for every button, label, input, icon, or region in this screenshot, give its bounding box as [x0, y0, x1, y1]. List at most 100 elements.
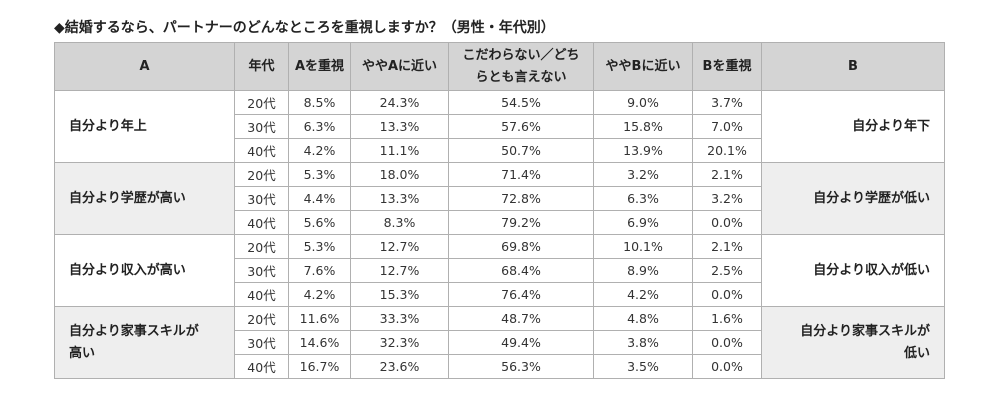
value-cell: 8.5%: [288, 90, 351, 115]
value-cell: 12.7%: [350, 258, 449, 283]
age-cell: 20代: [234, 162, 289, 187]
table-row: 自分より年上 20代 8.5% 24.3% 54.5% 9.0% 3.7% 自分…: [54, 90, 945, 163]
table-row: 30代 7.6% 12.7% 68.4% 8.9% 2.5%: [55, 258, 945, 283]
b-label: 自分より収入が低い: [761, 234, 945, 307]
table-row: 30代 4.4% 13.3% 72.8% 6.3% 3.2%: [55, 186, 945, 211]
value-cell: 54.5%: [448, 90, 594, 115]
value-cell: 14.6%: [288, 330, 351, 355]
value-cell: 8.9%: [593, 258, 693, 283]
value-cell: 3.5%: [593, 354, 693, 379]
value-cell: 2.1%: [692, 234, 762, 259]
survey-table: A 年代 Aを重視 ややAに近い こだわらない／どち らとも言えない ややBに近…: [54, 42, 945, 379]
value-cell: 56.3%: [448, 354, 594, 379]
value-cell: 50.7%: [448, 138, 594, 163]
value-cell: 9.0%: [593, 90, 693, 115]
value-cell: 0.0%: [692, 210, 762, 235]
value-cell: 16.7%: [288, 354, 351, 379]
value-cell: 20.1%: [692, 138, 762, 163]
value-cell: 23.6%: [350, 354, 449, 379]
value-cell: 6.9%: [593, 210, 693, 235]
value-cell: 18.0%: [350, 162, 449, 187]
header-b-important: Bを重視: [692, 42, 762, 91]
value-cell: 72.8%: [448, 186, 594, 211]
value-cell: 79.2%: [448, 210, 594, 235]
b-label: 自分より学歴が低い: [761, 162, 945, 235]
table-row: 30代 6.3% 13.3% 57.6% 15.8% 7.0%: [55, 114, 945, 139]
table-row: 自分より学歴が高い 20代 5.3% 18.0% 71.4% 3.2% 2.1%…: [54, 162, 945, 235]
value-cell: 5.6%: [288, 210, 351, 235]
value-cell: 7.6%: [288, 258, 351, 283]
value-cell: 4.2%: [288, 282, 351, 307]
header-neutral-line2: らとも言えない: [475, 69, 567, 85]
header-age: 年代: [234, 42, 289, 91]
table-row: 自分より収入が高い 20代 5.3% 12.7% 69.8% 10.1% 2.1…: [54, 234, 945, 307]
value-cell: 6.3%: [593, 186, 693, 211]
value-cell: 15.8%: [593, 114, 693, 139]
value-cell: 7.0%: [692, 114, 762, 139]
value-cell: 2.5%: [692, 258, 762, 283]
value-cell: 0.0%: [692, 354, 762, 379]
value-cell: 3.7%: [692, 90, 762, 115]
a-label: 自分より年上: [54, 90, 235, 163]
value-cell: 13.3%: [350, 186, 449, 211]
value-cell: 5.3%: [288, 234, 351, 259]
age-cell: 40代: [234, 138, 289, 163]
header-b: B: [761, 42, 945, 91]
table-row: 40代 4.2% 11.1% 50.7% 13.9% 20.1%: [55, 138, 945, 163]
header-a-important: Aを重視: [288, 42, 351, 91]
value-cell: 49.4%: [448, 330, 594, 355]
value-cell: 57.6%: [448, 114, 594, 139]
value-cell: 5.3%: [288, 162, 351, 187]
table-row: 自分より家事スキルが 高い 20代 11.6% 33.3% 48.7% 4.8%…: [54, 306, 945, 379]
value-cell: 1.6%: [692, 306, 762, 331]
header-neutral-line1: こだわらない／どち: [462, 47, 580, 63]
value-cell: 12.7%: [350, 234, 449, 259]
age-cell: 20代: [234, 306, 289, 331]
value-cell: 3.8%: [593, 330, 693, 355]
value-cell: 71.4%: [448, 162, 594, 187]
value-cell: 0.0%: [692, 282, 762, 307]
age-cell: 30代: [234, 186, 289, 211]
value-cell: 11.1%: [350, 138, 449, 163]
age-cell: 20代: [234, 234, 289, 259]
value-cell: 10.1%: [593, 234, 693, 259]
value-cell: 32.3%: [350, 330, 449, 355]
value-cell: 48.7%: [448, 306, 594, 331]
b-label: 自分より家事スキルが 低い: [761, 306, 945, 379]
a-label-line2: 高い: [69, 345, 96, 361]
age-cell: 30代: [234, 258, 289, 283]
value-cell: 76.4%: [448, 282, 594, 307]
value-cell: 33.3%: [350, 306, 449, 331]
b-label: 自分より年下: [761, 90, 945, 163]
value-cell: 15.3%: [350, 282, 449, 307]
header-row: A 年代 Aを重視 ややAに近い こだわらない／どち らとも言えない ややBに近…: [54, 42, 945, 91]
age-cell: 20代: [234, 90, 289, 115]
b-label-line1: 自分より家事スキルが: [800, 323, 930, 339]
header-near-a: ややAに近い: [350, 42, 449, 91]
age-cell: 40代: [234, 354, 289, 379]
value-cell: 4.2%: [593, 282, 693, 307]
a-label: 自分より学歴が高い: [54, 162, 235, 235]
page-title: ◆結婚するなら、パートナーのどんなところを重視しますか？（男性・年代別）: [54, 20, 555, 36]
value-cell: 13.3%: [350, 114, 449, 139]
value-cell: 4.4%: [288, 186, 351, 211]
b-label-line2: 低い: [903, 345, 930, 361]
value-cell: 3.2%: [692, 186, 762, 211]
value-cell: 8.3%: [350, 210, 449, 235]
a-label: 自分より収入が高い: [54, 234, 235, 307]
table-row: 40代 16.7% 23.6% 56.3% 3.5% 0.0%: [55, 354, 945, 379]
value-cell: 3.2%: [593, 162, 693, 187]
value-cell: 69.8%: [448, 234, 594, 259]
value-cell: 4.8%: [593, 306, 693, 331]
value-cell: 6.3%: [288, 114, 351, 139]
header-near-b: ややBに近い: [593, 42, 693, 91]
header-a: A: [54, 42, 235, 91]
value-cell: 2.1%: [692, 162, 762, 187]
age-cell: 40代: [234, 210, 289, 235]
value-cell: 4.2%: [288, 138, 351, 163]
table-row: 40代 5.6% 8.3% 79.2% 6.9% 0.0%: [55, 210, 945, 235]
a-label-line1: 自分より家事スキルが: [69, 323, 199, 339]
age-cell: 40代: [234, 282, 289, 307]
value-cell: 24.3%: [350, 90, 449, 115]
header-neutral: こだわらない／どち らとも言えない: [448, 42, 594, 91]
